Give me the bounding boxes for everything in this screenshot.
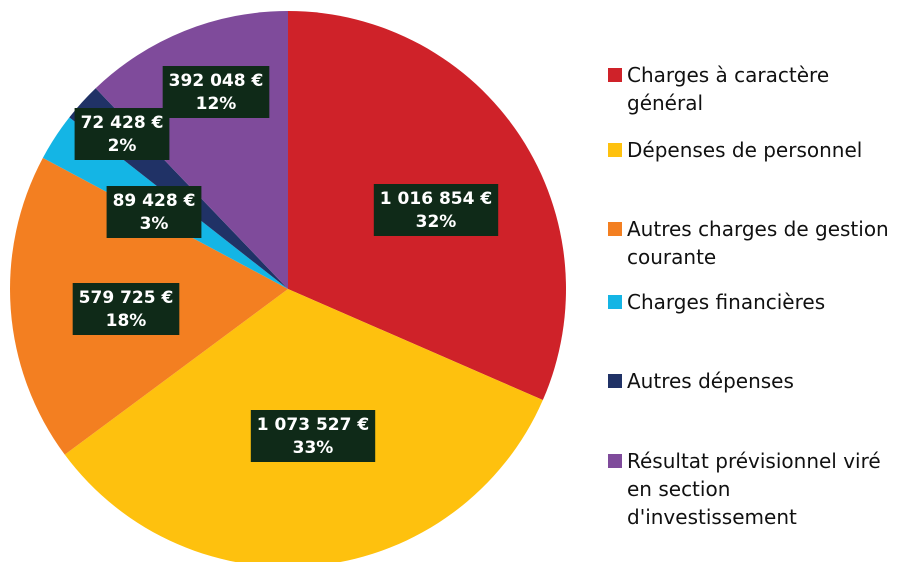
legend-swatch xyxy=(608,454,622,468)
data-label: 72 428 € xyxy=(81,113,164,133)
data-label: 3% xyxy=(140,214,169,234)
data-label-box xyxy=(373,184,499,236)
legend-label: Charges financières xyxy=(627,290,826,314)
data-label-box xyxy=(250,410,376,462)
data-label: 1 073 527 € xyxy=(257,415,369,435)
legend-swatch xyxy=(608,374,622,388)
legend-label: Autres dépenses xyxy=(627,369,794,393)
legend-label: Résultat prévisionnel viré en section d'… xyxy=(627,449,881,529)
data-label-box xyxy=(162,66,270,118)
data-label: 32% xyxy=(416,212,457,232)
legend-label: Autres charges de gestion courante xyxy=(627,217,889,269)
legend-swatch xyxy=(608,222,622,236)
data-label: 12% xyxy=(196,94,237,114)
legend-item: Autres charges de gestion courante xyxy=(608,215,898,271)
data-label-box xyxy=(72,283,180,335)
legend-label: Dépenses de personnel xyxy=(627,138,863,162)
data-label: 392 048 € xyxy=(169,71,264,91)
data-label: 579 725 € xyxy=(79,288,174,308)
data-label: 2% xyxy=(108,136,137,156)
legend-swatch xyxy=(608,143,622,157)
legend-item: Autres dépenses xyxy=(608,367,898,395)
legend-swatch xyxy=(608,68,622,82)
data-label-box xyxy=(106,186,202,238)
data-label: 1 016 854 € xyxy=(380,189,492,209)
legend-item: Dépenses de personnel xyxy=(608,136,898,164)
legend-swatch xyxy=(608,295,622,309)
data-label: 89 428 € xyxy=(113,191,196,211)
data-label: 33% xyxy=(293,438,334,458)
legend-label: Charges à caractère général xyxy=(627,63,830,115)
legend-item: Charges à caractère général xyxy=(608,61,898,117)
legend-item: Charges financières xyxy=(608,288,898,316)
data-label: 18% xyxy=(106,311,147,331)
data-label-box xyxy=(74,108,170,160)
legend-item: Résultat prévisionnel viré en section d'… xyxy=(608,447,898,531)
